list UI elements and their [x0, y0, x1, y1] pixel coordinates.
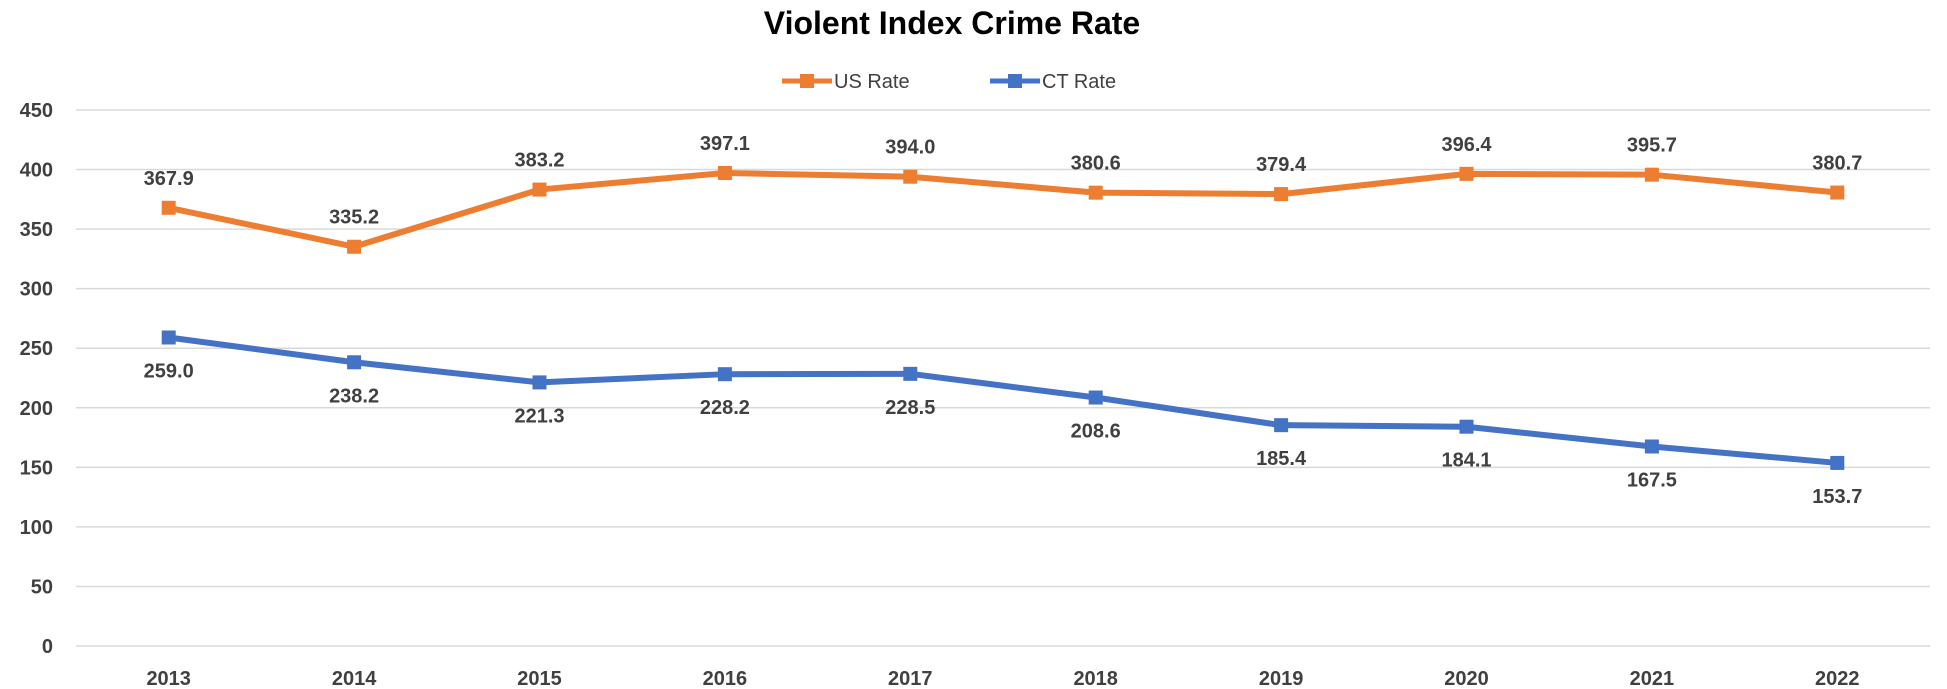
data-label: 395.7 [1627, 135, 1677, 157]
data-label: 394.0 [885, 137, 935, 159]
data-point [717, 166, 732, 181]
data-label: 228.5 [885, 397, 935, 419]
series-line-0 [165, 170, 1841, 250]
gridlines [76, 109, 1930, 647]
legend-label: US Rate [834, 71, 910, 93]
data-label: 383.2 [514, 150, 564, 172]
x-tick-label: 2016 [703, 668, 748, 689]
data-point [532, 375, 547, 390]
series-line-1 [165, 334, 1841, 466]
data-label: 228.2 [700, 397, 750, 419]
data-label: 379.4 [1256, 154, 1307, 176]
y-tick-label: 100 [20, 517, 53, 539]
y-tick-label: 150 [20, 457, 53, 479]
data-label: 184.1 [1441, 450, 1491, 472]
data-point [903, 366, 918, 381]
data-point [161, 200, 176, 215]
x-tick-label: 2014 [332, 668, 377, 689]
data-point [347, 239, 362, 254]
data-point [1274, 418, 1289, 433]
series-layer [161, 166, 1845, 470]
y-tick-label: 200 [20, 398, 53, 420]
y-tick-label: 350 [20, 219, 53, 241]
data-label: 185.4 [1256, 448, 1307, 470]
x-tick-label: 2017 [888, 668, 933, 689]
x-tick-label: 2013 [146, 668, 191, 689]
legend-marker [800, 74, 814, 88]
data-point [161, 330, 176, 345]
legend-marker [1008, 74, 1022, 88]
data-point [1459, 166, 1474, 181]
y-tick-label: 0 [42, 636, 53, 658]
data-point [1274, 187, 1289, 202]
data-point [347, 355, 362, 370]
data-labels: 367.9 335.2 383.2 397.1 394.0 380.6 379.4 396.4… [144, 133, 1863, 508]
x-tick-label: 2015 [517, 668, 562, 689]
chart-title: Violent Index Crime Rate [764, 5, 1140, 41]
legend-item: US Rate [782, 71, 910, 93]
data-point [717, 367, 732, 382]
data-label: 259.0 [144, 361, 194, 383]
data-point [1088, 390, 1103, 405]
legend-label: CT Rate [1042, 71, 1116, 93]
data-label: 221.3 [514, 405, 564, 427]
legend: US Rate CT Rate [782, 71, 1116, 93]
data-label: 335.2 [329, 207, 379, 229]
y-tick-label: 300 [20, 279, 53, 301]
data-point [1830, 455, 1845, 470]
y-axis: 0 50 100 150 200 250 300 350 400 450 [20, 100, 53, 658]
data-point [1644, 167, 1659, 182]
data-label: 367.9 [144, 168, 194, 190]
data-point [1088, 185, 1103, 200]
y-tick-label: 250 [20, 338, 53, 360]
data-point [1644, 439, 1659, 454]
data-label: 396.4 [1441, 134, 1492, 156]
data-label: 238.2 [329, 385, 379, 407]
data-label: 208.6 [1071, 421, 1121, 443]
y-tick-label: 450 [20, 100, 53, 122]
x-tick-label: 2021 [1630, 668, 1675, 689]
data-label: 380.7 [1812, 153, 1862, 175]
y-tick-label: 50 [31, 576, 53, 598]
data-point [532, 182, 547, 197]
data-label: 380.6 [1071, 153, 1121, 175]
y-tick-label: 400 [20, 160, 53, 182]
data-point [1830, 185, 1845, 200]
x-axis: 2013 2014 2015 2016 2017 2018 2019 2020 2021 2022 [146, 668, 1859, 689]
data-label: 167.5 [1627, 469, 1677, 491]
data-label: 397.1 [700, 133, 750, 155]
data-point [1459, 419, 1474, 434]
data-label: 153.7 [1812, 486, 1862, 508]
x-tick-label: 2018 [1073, 668, 1118, 689]
x-tick-label: 2020 [1444, 668, 1489, 689]
x-tick-label: 2022 [1815, 668, 1860, 689]
legend-item: CT Rate [990, 71, 1116, 93]
data-point [903, 169, 918, 184]
x-tick-label: 2019 [1259, 668, 1304, 689]
